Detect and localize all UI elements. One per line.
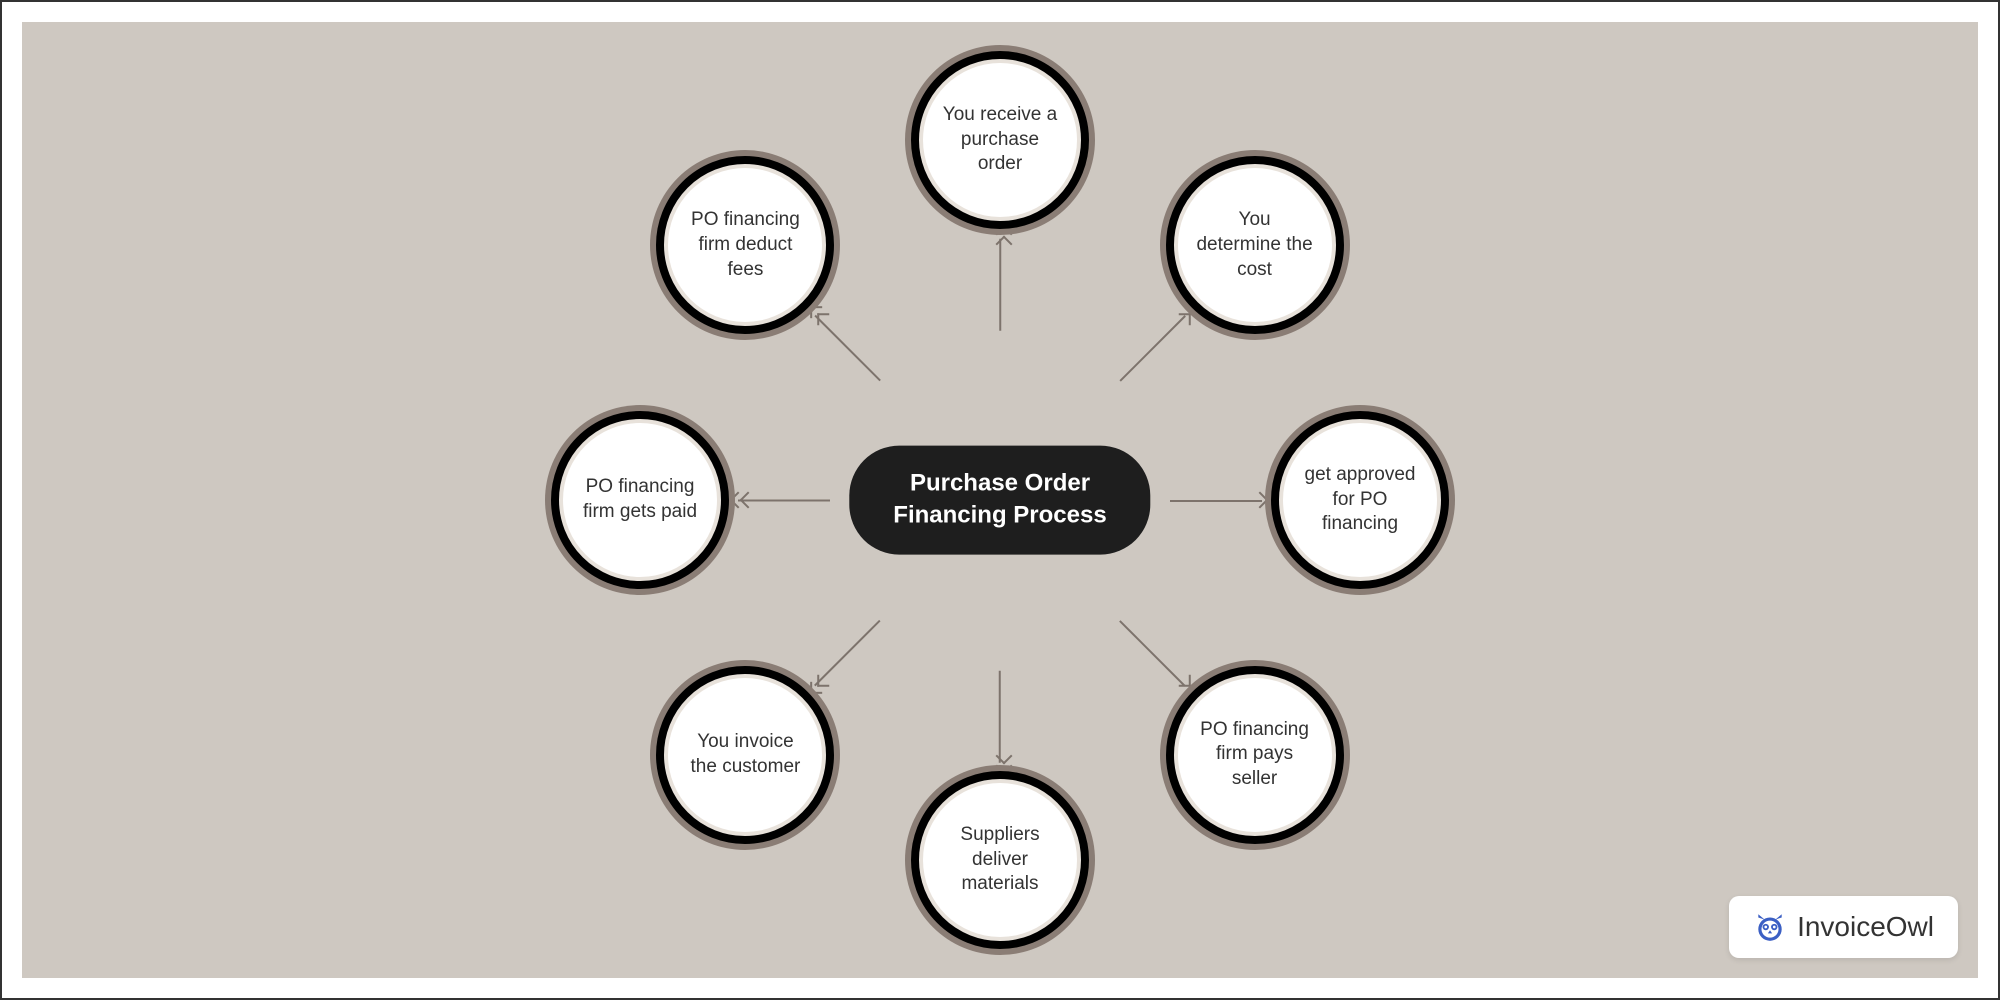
process-node-ring: PO financing firm deduct fees (656, 156, 834, 334)
center-title-line2: Financing Process (893, 502, 1106, 529)
arrow-line (1170, 500, 1262, 502)
process-node-label: PO financing firm gets paid (563, 423, 717, 577)
process-node-ring: You receive a purchase order (911, 51, 1089, 229)
process-node: You determine the cost (1160, 150, 1350, 340)
process-node: Suppliers deliver materials (905, 765, 1095, 955)
process-node-ring: You determine the cost (1166, 156, 1344, 334)
process-node-label: You invoice the customer (668, 678, 822, 832)
process-node-ring: You invoice the customer (656, 666, 834, 844)
logo-badge: InvoiceOwl (1729, 896, 1958, 958)
process-node-label: PO financing firm pays seller (1178, 678, 1332, 832)
process-node-label: You receive a purchase order (923, 63, 1077, 217)
process-node-ring: Suppliers deliver materials (911, 771, 1089, 949)
process-node: You invoice the customer (650, 660, 840, 850)
owl-icon (1753, 910, 1787, 944)
process-node: PO financing firm pays seller (1160, 660, 1350, 850)
process-node: You receive a purchase order (905, 45, 1095, 235)
process-node-ring: PO financing firm pays seller (1166, 666, 1344, 844)
outer-border: Purchase Order Financing Process Invoice… (0, 0, 2000, 1000)
process-node-label: You determine the cost (1178, 168, 1332, 322)
process-node: get approved for PO financing (1265, 405, 1455, 595)
arrow-chevrons-icon (732, 494, 752, 506)
process-node-label: get approved for PO financing (1283, 423, 1437, 577)
process-node-ring: get approved for PO financing (1271, 411, 1449, 589)
logo-text: InvoiceOwl (1797, 911, 1934, 943)
process-node: PO financing firm deduct fees (650, 150, 840, 340)
arrow-line (1120, 620, 1186, 686)
process-node-label: Suppliers deliver materials (923, 783, 1077, 937)
process-node-ring: PO financing firm gets paid (551, 411, 729, 589)
center-title-line1: Purchase Order (910, 470, 1090, 497)
arrow-line (999, 239, 1001, 331)
process-node: PO financing firm gets paid (545, 405, 735, 595)
arrow-line (1120, 315, 1186, 381)
arrow-line (999, 671, 1001, 763)
diagram-canvas: Purchase Order Financing Process Invoice… (22, 22, 1978, 978)
center-title: Purchase Order Financing Process (849, 446, 1150, 555)
process-node-label: PO financing firm deduct fees (668, 168, 822, 322)
